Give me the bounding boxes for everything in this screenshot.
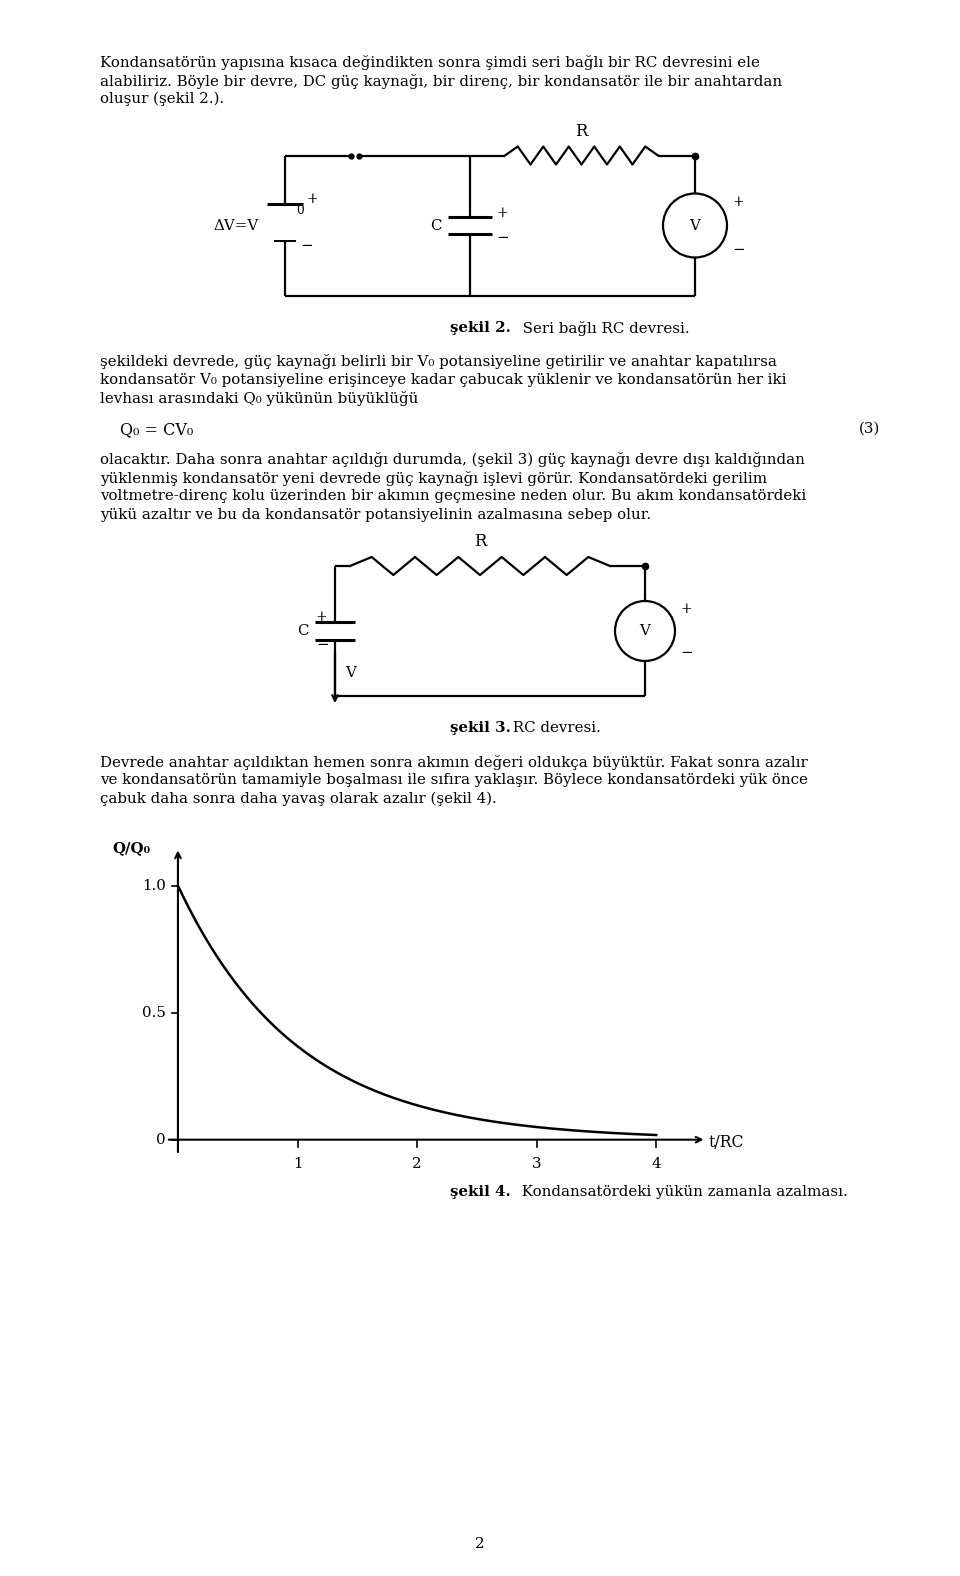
Text: çabuk daha sonra daha yavaş olarak azalır (şekil 4).: çabuk daha sonra daha yavaş olarak azalı… <box>100 791 496 805</box>
Text: şekildeki devrede, güç kaynağı belirli bir V₀ potansiyeline getirilir ve anahtar: şekildeki devrede, güç kaynağı belirli b… <box>100 355 777 369</box>
Text: ΔV=V: ΔV=V <box>214 219 259 233</box>
Text: şekil 2.: şekil 2. <box>449 320 511 334</box>
Text: V: V <box>689 219 701 233</box>
Text: −: − <box>680 646 692 660</box>
Text: Kondansatörün yapısına kısaca değindikten sonra şimdi seri bağlı bir RC devresin: Kondansatörün yapısına kısaca değindikte… <box>100 55 760 69</box>
Text: yüklenmiş kondansatör yeni devrede güç kaynağı işlevi görür. Kondansatördeki ger: yüklenmiş kondansatör yeni devrede güç k… <box>100 471 767 485</box>
Text: −: − <box>496 232 509 244</box>
Text: şekil 3.: şekil 3. <box>449 720 511 734</box>
Text: alabiliriz. Böyle bir devre, DC güç kaynağı, bir direnç, bir kondansatör ile bir: alabiliriz. Böyle bir devre, DC güç kayn… <box>100 74 782 88</box>
Text: 0: 0 <box>156 1133 166 1147</box>
Text: −: − <box>316 638 328 652</box>
Text: 2: 2 <box>412 1157 421 1171</box>
Text: levhası arasındaki Q₀ yükünün büyüklüğü: levhası arasındaki Q₀ yükünün büyüklüğü <box>100 391 419 407</box>
Text: +: + <box>316 610 327 624</box>
Text: RC devresi.: RC devresi. <box>508 720 601 734</box>
Text: V: V <box>345 667 356 679</box>
Text: kondansatör V₀ potansiyeline erişinceye kadar çabucak yüklenir ve kondansatörün : kondansatör V₀ potansiyeline erişinceye … <box>100 372 786 386</box>
Text: 3: 3 <box>532 1157 541 1171</box>
Text: t/RC: t/RC <box>708 1133 744 1150</box>
Text: ve kondansatörün tamamiyle boşalması ile sıfıra yaklaşır. Böylece kondansatördek: ve kondansatörün tamamiyle boşalması ile… <box>100 772 808 786</box>
Text: şekil 4.: şekil 4. <box>449 1185 511 1199</box>
Text: Q/Q₀: Q/Q₀ <box>112 842 151 856</box>
Text: 2: 2 <box>475 1537 485 1551</box>
Text: C: C <box>298 624 309 638</box>
Text: −: − <box>300 238 313 252</box>
Text: +: + <box>680 602 691 616</box>
Text: +: + <box>496 206 508 221</box>
Text: C: C <box>430 219 442 233</box>
Text: 0.5: 0.5 <box>142 1005 166 1020</box>
Text: 1: 1 <box>293 1157 302 1171</box>
Text: R: R <box>474 533 486 550</box>
Text: −: − <box>732 243 745 257</box>
Text: 0: 0 <box>296 203 303 216</box>
Text: (3): (3) <box>859 421 880 435</box>
Text: V: V <box>639 624 651 638</box>
Text: oluşur (şekil 2.).: oluşur (şekil 2.). <box>100 91 224 107</box>
Text: voltmetre-direnç kolu üzerinden bir akımın geçmesine neden olur. Bu akım kondans: voltmetre-direnç kolu üzerinden bir akım… <box>100 489 806 503</box>
Text: Q₀ = CV₀: Q₀ = CV₀ <box>120 421 193 438</box>
Text: olacaktır. Daha sonra anahtar açıldığı durumda, (şekil 3) güç kaynağı devre dışı: olacaktır. Daha sonra anahtar açıldığı d… <box>100 452 804 466</box>
Text: R: R <box>575 123 588 140</box>
Text: Devrede anahtar açıldıktan hemen sonra akımın değeri oldukça büyüktür. Fakat son: Devrede anahtar açıldıktan hemen sonra a… <box>100 755 807 769</box>
Text: 1.0: 1.0 <box>142 879 166 892</box>
Text: Seri bağlı RC devresi.: Seri bağlı RC devresi. <box>518 320 689 336</box>
Text: yükü azaltır ve bu da kondansatör potansiyelinin azalmasına sebep olur.: yükü azaltır ve bu da kondansatör potans… <box>100 507 651 522</box>
Text: +: + <box>307 192 319 205</box>
Text: +: + <box>732 194 743 208</box>
Text: Kondansatördeki yükün zamanla azalması.: Kondansatördeki yükün zamanla azalması. <box>517 1185 848 1199</box>
Text: 4: 4 <box>652 1157 661 1171</box>
